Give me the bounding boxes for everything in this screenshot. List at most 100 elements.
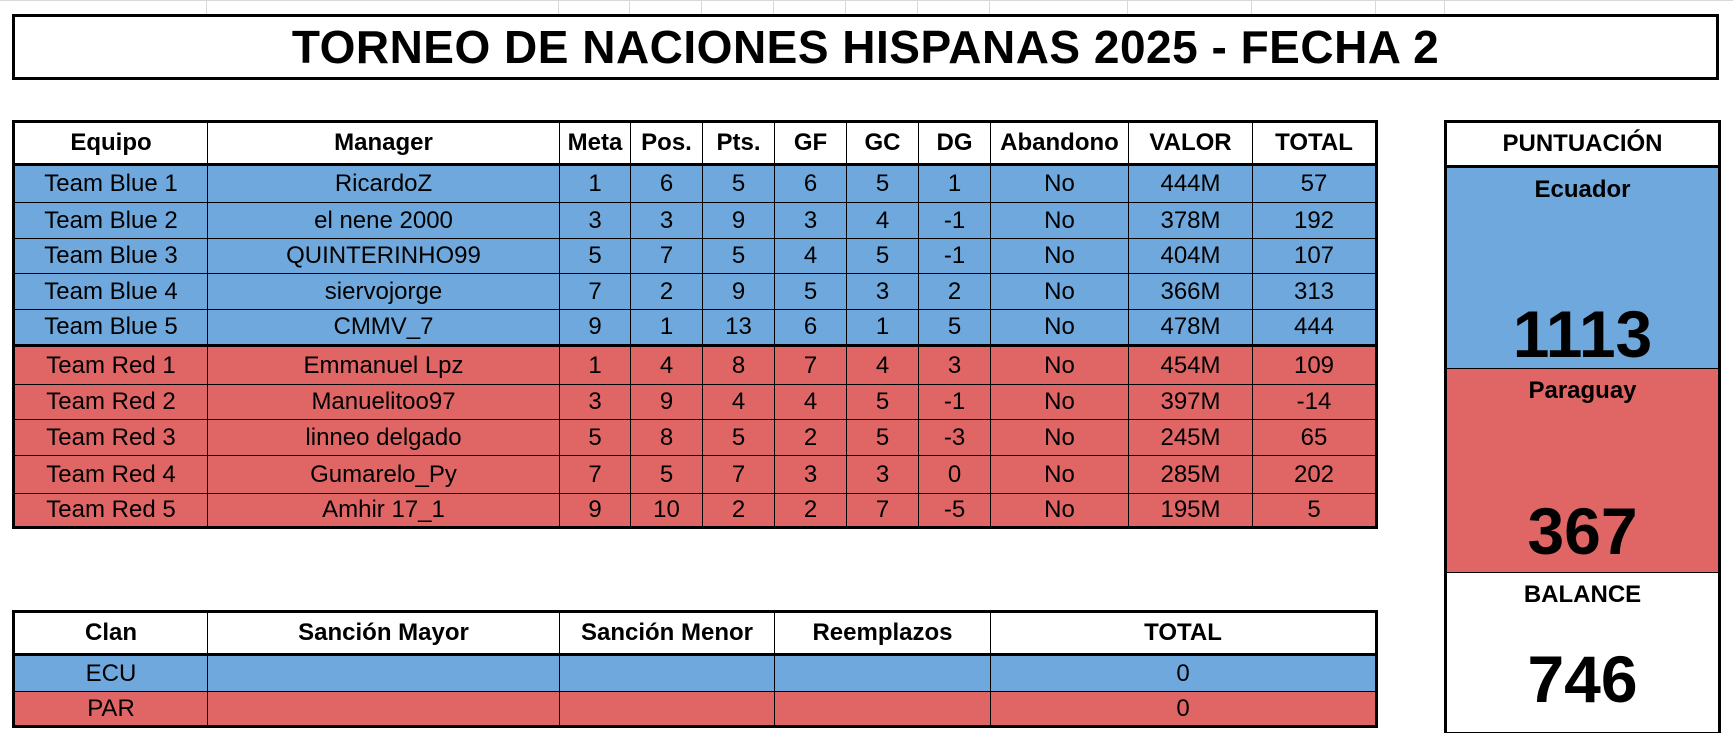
table-cell[interactable]: 5 <box>774 273 847 310</box>
table-cell[interactable]: 107 <box>1252 238 1377 274</box>
table-cell[interactable]: 7 <box>630 238 703 274</box>
table-cell[interactable]: 5 <box>702 419 775 456</box>
table-cell[interactable]: 8 <box>630 419 703 456</box>
table-cell[interactable]: 192 <box>1252 202 1377 239</box>
table-cell[interactable]: No <box>990 493 1129 528</box>
table-cell[interactable]: No <box>990 202 1129 239</box>
table-cell[interactable] <box>207 691 560 727</box>
table-cell[interactable]: 2 <box>918 273 991 310</box>
table-cell[interactable]: 5 <box>918 309 991 347</box>
table-cell[interactable]: 3 <box>774 455 847 494</box>
table-cell[interactable]: 4 <box>846 345 919 385</box>
table-cell[interactable] <box>774 691 991 727</box>
table-cell[interactable]: 6 <box>774 309 847 347</box>
table-cell[interactable]: 65 <box>1252 419 1377 456</box>
table-cell[interactable]: 285M <box>1128 455 1253 494</box>
table-cell[interactable]: 0 <box>918 455 991 494</box>
table-cell[interactable]: 2 <box>702 493 775 528</box>
table-cell[interactable]: -14 <box>1252 384 1377 420</box>
table-cell[interactable]: 3 <box>846 455 919 494</box>
table-cell[interactable]: Team Blue 4 <box>13 273 208 310</box>
table-cell[interactable]: No <box>990 309 1129 347</box>
table-cell[interactable]: -1 <box>918 202 991 239</box>
table-cell[interactable]: 444M <box>1128 164 1253 203</box>
table-cell[interactable]: 404M <box>1128 238 1253 274</box>
table-cell[interactable]: Team Blue 2 <box>13 202 208 239</box>
table-cell[interactable]: siervojorge <box>207 273 560 310</box>
table-cell[interactable] <box>559 691 775 727</box>
table-cell[interactable]: -1 <box>918 238 991 274</box>
table-cell[interactable]: 9 <box>702 202 775 239</box>
table-cell[interactable]: 478M <box>1128 309 1253 347</box>
table-cell[interactable]: 202 <box>1252 455 1377 494</box>
table-cell[interactable] <box>559 654 775 692</box>
table-cell[interactable]: 8 <box>702 345 775 385</box>
table-cell[interactable]: 0 <box>990 654 1377 692</box>
table-cell[interactable]: 2 <box>630 273 703 310</box>
table-cell[interactable]: 3 <box>559 202 631 239</box>
table-cell[interactable]: PAR <box>13 691 208 727</box>
table-cell[interactable]: 3 <box>918 345 991 385</box>
table-cell[interactable]: No <box>990 419 1129 456</box>
table-cell[interactable]: 10 <box>630 493 703 528</box>
table-cell[interactable]: 7 <box>846 493 919 528</box>
table-cell[interactable]: el nene 2000 <box>207 202 560 239</box>
table-cell[interactable]: 5 <box>846 419 919 456</box>
table-cell[interactable]: 5 <box>559 238 631 274</box>
table-cell[interactable]: Team Red 1 <box>13 345 208 385</box>
table-cell[interactable]: 3 <box>846 273 919 310</box>
table-cell[interactable]: 444 <box>1252 309 1377 347</box>
table-cell[interactable]: 1 <box>846 309 919 347</box>
table-cell[interactable]: 9 <box>630 384 703 420</box>
table-cell[interactable]: 5 <box>559 419 631 456</box>
table-cell[interactable]: 5 <box>846 238 919 274</box>
table-cell[interactable]: No <box>990 345 1129 385</box>
table-cell[interactable]: 245M <box>1128 419 1253 456</box>
table-cell[interactable]: RicardoZ <box>207 164 560 203</box>
table-cell[interactable]: 1 <box>918 164 991 203</box>
table-cell[interactable]: No <box>990 238 1129 274</box>
table-cell[interactable]: 1 <box>630 309 703 347</box>
table-cell[interactable]: -3 <box>918 419 991 456</box>
table-cell[interactable]: 57 <box>1252 164 1377 203</box>
table-cell[interactable]: 4 <box>846 202 919 239</box>
table-cell[interactable]: Manuelitoo97 <box>207 384 560 420</box>
table-cell[interactable]: Team Blue 3 <box>13 238 208 274</box>
table-cell[interactable]: 9 <box>559 493 631 528</box>
table-cell[interactable]: 195M <box>1128 493 1253 528</box>
table-cell[interactable]: 313 <box>1252 273 1377 310</box>
table-cell[interactable]: Team Red 5 <box>13 493 208 528</box>
table-cell[interactable]: No <box>990 164 1129 203</box>
table-cell[interactable]: 1 <box>559 164 631 203</box>
table-cell[interactable]: QUINTERINHO99 <box>207 238 560 274</box>
table-cell[interactable]: Emmanuel Lpz <box>207 345 560 385</box>
table-cell[interactable]: linneo delgado <box>207 419 560 456</box>
table-cell[interactable]: 13 <box>702 309 775 347</box>
table-cell[interactable]: -1 <box>918 384 991 420</box>
table-cell[interactable]: No <box>990 384 1129 420</box>
table-cell[interactable]: 5 <box>1252 493 1377 528</box>
table-cell[interactable]: 5 <box>846 384 919 420</box>
table-cell[interactable]: 4 <box>774 238 847 274</box>
table-cell[interactable]: Team Red 3 <box>13 419 208 456</box>
table-cell[interactable]: 5 <box>630 455 703 494</box>
table-cell[interactable]: 3 <box>774 202 847 239</box>
table-cell[interactable]: 3 <box>559 384 631 420</box>
table-cell[interactable]: 4 <box>702 384 775 420</box>
table-cell[interactable]: 2 <box>774 493 847 528</box>
table-cell[interactable]: 454M <box>1128 345 1253 385</box>
table-cell[interactable] <box>774 654 991 692</box>
table-cell[interactable]: 6 <box>630 164 703 203</box>
table-cell[interactable]: 366M <box>1128 273 1253 310</box>
table-cell[interactable]: 0 <box>990 691 1377 727</box>
table-cell[interactable]: Team Red 2 <box>13 384 208 420</box>
table-cell[interactable]: 7 <box>702 455 775 494</box>
table-cell[interactable]: 7 <box>774 345 847 385</box>
table-cell[interactable]: 3 <box>630 202 703 239</box>
table-cell[interactable]: 2 <box>774 419 847 456</box>
table-cell[interactable]: 4 <box>630 345 703 385</box>
table-cell[interactable]: ECU <box>13 654 208 692</box>
table-cell[interactable]: -5 <box>918 493 991 528</box>
table-cell[interactable]: 5 <box>846 164 919 203</box>
table-cell[interactable]: 7 <box>559 273 631 310</box>
